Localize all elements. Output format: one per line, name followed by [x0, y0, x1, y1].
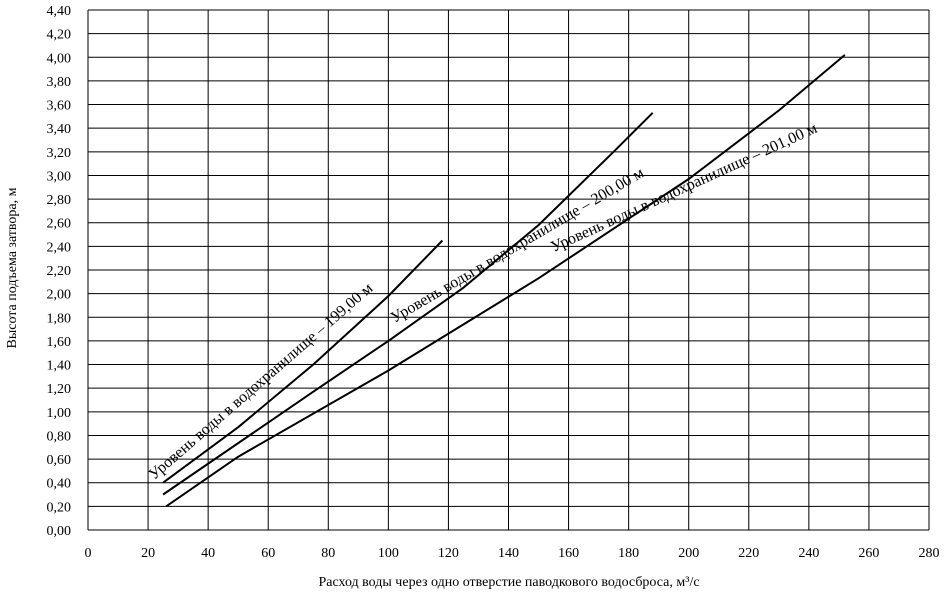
series-line-3	[165, 54, 846, 508]
y-tick-label: 2,00	[47, 288, 72, 303]
series	[162, 54, 846, 508]
x-tick-label: 140	[498, 546, 519, 561]
y-tick-label: 0,80	[47, 429, 72, 444]
y-tick-label: 2,80	[47, 193, 72, 208]
x-tick-label: 20	[141, 546, 155, 561]
y-tick-label: 0,00	[47, 524, 72, 539]
x-tick-label: 260	[858, 546, 879, 561]
grid	[87, 9, 930, 531]
x-tick-label: 240	[798, 546, 819, 561]
y-tick-label: 3,40	[47, 122, 72, 137]
y-tick-label: 2,20	[47, 264, 72, 279]
y-axis-title: Высота подъема затвора, м	[5, 187, 20, 348]
y-tick-label: 0,40	[47, 477, 72, 492]
y-tick-label: 0,20	[47, 500, 72, 515]
y-tick-label: 4,40	[47, 4, 72, 19]
x-tick-label: 220	[738, 546, 759, 561]
y-tick-label: 3,00	[47, 169, 72, 184]
x-tick-label: 100	[378, 546, 399, 561]
y-tick-label: 2,60	[47, 217, 72, 232]
x-tick-label: 0	[85, 546, 92, 561]
x-tick-label: 120	[438, 546, 459, 561]
x-tick-label: 80	[321, 546, 335, 561]
series-label-3: Уровень воды в водохранилище – 201,00 м	[548, 120, 820, 256]
x-axis-title: Расход воды через одно отверстие паводко…	[318, 575, 699, 590]
series-label-2: Уровень воды в водохранилище – 200,00 м	[388, 164, 647, 326]
x-tick-label: 280	[919, 546, 940, 561]
y-tick-label: 2,40	[47, 240, 72, 255]
y-tick-label: 4,20	[47, 28, 72, 43]
y-axis-ticks: 0,00 0,20 0,40 0,60 0,80 1,00 1,20 1,40 1,60 1,80…	[47, 4, 72, 539]
y-tick-label: 1,00	[47, 406, 72, 421]
x-tick-label: 200	[678, 546, 699, 561]
series-line-2	[162, 112, 654, 496]
y-tick-label: 1,60	[47, 335, 72, 350]
y-tick-label: 4,00	[47, 51, 72, 66]
curve-labels: Уровень воды в водохранилище – 199,00 мУ…	[146, 120, 820, 484]
x-tick-label: 160	[558, 546, 579, 561]
y-tick-label: 1,20	[47, 382, 72, 397]
y-tick-label: 3,20	[47, 146, 72, 161]
series-line-1	[162, 239, 444, 484]
y-tick-label: 3,80	[47, 75, 72, 90]
y-tick-label: 1,80	[47, 311, 72, 326]
x-tick-label: 40	[201, 546, 215, 561]
y-tick-label: 1,40	[47, 359, 72, 374]
y-tick-label: 0,60	[47, 453, 72, 468]
x-tick-label: 180	[618, 546, 639, 561]
y-tick-label: 3,60	[47, 99, 72, 114]
series-label-1: Уровень воды в водохранилище – 199,00 м	[146, 280, 377, 484]
x-tick-label: 60	[261, 546, 275, 561]
x-axis-ticks: 0 20 40 60 80 100 120 140 160 180 200 220 240 260 280	[85, 546, 940, 561]
